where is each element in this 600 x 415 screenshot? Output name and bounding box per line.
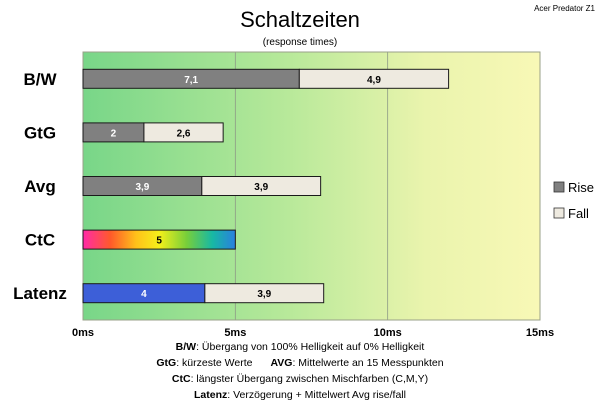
note-ctc: CtC: längster Übergang zwischen Mischfar… (0, 373, 600, 385)
chart-subtitle: (response times) (263, 37, 337, 48)
bar-rise-label: 3,9 (135, 182, 149, 193)
legend-label-rise: Rise (568, 180, 594, 195)
bar-rise-label: 5 (156, 236, 162, 247)
x-tick-label: 15ms (526, 327, 554, 339)
note-gtg-text: : kürzeste Werte (176, 357, 253, 369)
x-tick-label: 5ms (224, 327, 246, 339)
bar-rise (82, 229, 236, 250)
note-bw-text: : Übergang von 100% Helligkeit auf 0% He… (196, 341, 425, 353)
note-bw-key: B/W (175, 341, 197, 353)
category-label: Latenz (13, 284, 67, 303)
legend-swatch-rise (553, 181, 565, 193)
corner-label: Acer Predator Z1 (534, 4, 595, 13)
bar-fall (204, 283, 325, 304)
legend-label-fall: Fall (568, 206, 589, 221)
legend: Rise Fall (553, 180, 594, 221)
bar-fall-label: 3,9 (257, 289, 271, 300)
bar-fall-label: 3,9 (254, 182, 268, 193)
bar-fall (201, 176, 322, 196)
note-latenz-text: : Verzögerung + Mittelwert Avg rise/fall (227, 389, 406, 401)
x-tick-label: 10ms (374, 327, 402, 339)
bar-fall (298, 68, 450, 89)
legend-swatch-fall (553, 207, 565, 219)
x-tick-label: 0ms (72, 327, 94, 339)
category-label: GtG (24, 123, 56, 142)
bar-fall-label: 2,6 (177, 128, 191, 139)
note-gtg-key: GtG (156, 357, 177, 369)
note-avg-key: AVG (270, 357, 293, 369)
category-label: Avg (24, 177, 56, 196)
note-avg-text: : Mittelwerte an 15 Messpunkten (292, 357, 444, 369)
bar-fall-label: 4,9 (367, 75, 381, 86)
bar-fall (143, 122, 224, 143)
bar-rise-label: 4 (141, 289, 147, 300)
note-ctc-key: CtC (171, 373, 191, 385)
bar-rise-label: 2 (111, 128, 117, 139)
note-latenz: Latenz: Verzögerung + Mittelwert Avg ris… (0, 389, 600, 401)
chart-title: Schaltzeiten (240, 7, 360, 32)
category-label: CtC (25, 231, 55, 250)
bar-rise-label: 7,1 (184, 75, 198, 86)
note-bw: B/W: Übergang von 100% Helligkeit auf 0%… (0, 341, 600, 353)
category-label: B/W (23, 70, 57, 89)
note-latenz-key: Latenz (194, 389, 228, 401)
note-ctc-text: : längster Übergang zwischen Mischfarben… (190, 373, 429, 385)
note-gtg-avg: GtG: kürzeste Werte AVG: Mittelwerte an 1… (0, 357, 600, 369)
